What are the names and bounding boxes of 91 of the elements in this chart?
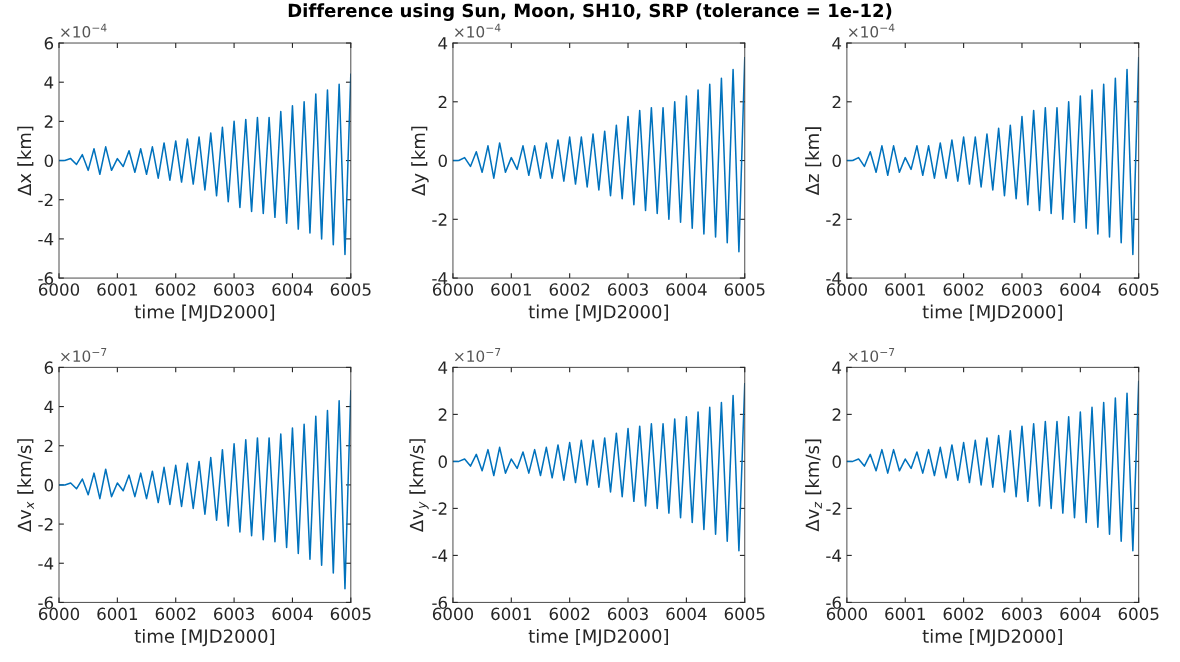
- x-axis-title: time [MJD2000]: [922, 304, 1062, 322]
- y-tick-label: -4: [432, 549, 448, 562]
- y-tick-label: -2: [38, 193, 53, 207]
- y-tick-label: -2: [432, 213, 447, 226]
- x-tick-label: 6005: [724, 283, 765, 296]
- x-tick-label: 6001: [491, 283, 531, 296]
- x-tick-label: 6002: [155, 283, 196, 296]
- y-tick-label: 2: [44, 439, 53, 453]
- x-tick-label: 6002: [549, 607, 590, 621]
- y-tick-label: -2: [432, 502, 447, 515]
- y-tick-label: 2: [832, 408, 841, 421]
- x-tick-label: 6000: [38, 607, 80, 621]
- x-tick-label: 6003: [607, 283, 648, 296]
- x-tick-label: 6001: [97, 283, 138, 296]
- x-axis-title: time [MJD2000]: [528, 304, 668, 322]
- y-axis-title: Δv$_{y}$ [km/s]: [409, 439, 429, 533]
- text: ×10$^{−4}$: [455, 23, 501, 38]
- y-tick-label: 0: [832, 154, 841, 168]
- x-tick-label: 6001: [885, 607, 925, 621]
- x-tick-label: 6002: [943, 283, 984, 296]
- x-tick-label: 6003: [214, 283, 254, 296]
- y-tick-label: 2: [438, 408, 447, 421]
- y-tick-label: 4: [832, 37, 842, 50]
- y-tick-label: 2: [438, 95, 447, 109]
- text: ×10$^{−4}$: [61, 23, 107, 38]
- x-tick-label: 6002: [549, 283, 590, 296]
- y-tick-label: -2: [826, 213, 841, 226]
- y-axis-title: Δv$_{z}$ [km/s]: [805, 439, 822, 532]
- y-tick-label: 2: [832, 95, 841, 109]
- y-tick-label: -6: [38, 596, 54, 609]
- x-tick-label: 6002: [943, 607, 984, 621]
- y-tick-label: 2: [44, 115, 53, 128]
- x-tick-label: 6004: [666, 607, 707, 621]
- x-tick-label: 6004: [1060, 607, 1101, 621]
- x-tick-label: 6005: [330, 283, 371, 296]
- y-tick-label: -6: [826, 596, 841, 609]
- x-tick-label: 6003: [607, 607, 648, 621]
- y-tick-label: 4: [832, 361, 842, 374]
- y-tick-label: 6: [44, 361, 54, 374]
- y-tick-label: -4: [826, 272, 842, 285]
- text: Difference using Sun, Moon, SH10, SRP (tolerance = 1e-12): [288, 3, 892, 21]
- x-tick-label: 6000: [826, 607, 867, 621]
- y-tick-label: 4: [438, 37, 448, 50]
- x-tick-label: 6000: [38, 283, 80, 296]
- x-axis-title: time [MJD2000]: [922, 628, 1062, 647]
- x-tick-label: 6004: [1060, 283, 1101, 296]
- x-tick-label: 6003: [1001, 607, 1042, 621]
- x-axis-title: time [MJD2000]: [528, 628, 668, 647]
- y-tick-label: -4: [38, 233, 54, 246]
- y-tick-label: 4: [44, 76, 54, 89]
- y-tick-label: 0: [44, 478, 54, 492]
- y-tick-label: -4: [826, 549, 842, 562]
- x-tick-label: 6005: [1118, 283, 1159, 296]
- x-tick-label: 6004: [272, 283, 313, 296]
- y-tick-label: 4: [44, 400, 54, 413]
- y-tick-label: -4: [432, 272, 448, 285]
- y-axis-title: Δz [km]: [805, 127, 822, 196]
- y-tick-label: 4: [438, 361, 448, 374]
- y-tick-label: -6: [432, 596, 448, 609]
- x-tick-label: 6005: [330, 607, 371, 621]
- y-axis-title: Δx [km]: [17, 126, 34, 196]
- text: ×10$^{−7}$: [61, 348, 107, 362]
- y-tick-label: -4: [38, 557, 54, 570]
- y-tick-label: 0: [44, 154, 54, 168]
- x-tick-label: 6005: [1118, 607, 1159, 621]
- y-tick-label: 0: [438, 154, 447, 168]
- x-axis-title: time [MJD2000]: [134, 628, 275, 647]
- y-tick-label: -2: [826, 502, 841, 515]
- y-axis-title: Δv$_{x}$ [km/s]: [17, 439, 34, 533]
- x-tick-label: 6002: [155, 607, 196, 621]
- x-tick-label: 6001: [885, 283, 925, 296]
- x-tick-label: 6000: [432, 607, 474, 621]
- y-tick-label: 0: [438, 455, 447, 468]
- x-tick-label: 6005: [724, 607, 765, 621]
- x-tick-label: 6003: [214, 607, 254, 621]
- x-axis-title: time [MJD2000]: [134, 304, 275, 322]
- text: ×10$^{−7}$: [848, 348, 895, 362]
- text: ×10$^{−7}$: [455, 348, 501, 362]
- x-tick-label: 6004: [666, 283, 707, 296]
- y-tick-label: -6: [38, 272, 54, 285]
- x-tick-label: 6000: [432, 283, 474, 296]
- x-tick-label: 6001: [97, 607, 138, 621]
- x-tick-label: 6003: [1001, 283, 1042, 296]
- x-tick-label: 6001: [491, 607, 531, 621]
- y-tick-label: 6: [44, 36, 54, 50]
- text: ×10$^{−4}$: [848, 23, 895, 38]
- y-axis-title: Δy [km]: [411, 126, 429, 196]
- y-tick-label: 0: [832, 455, 841, 468]
- y-tick-label: -2: [38, 518, 53, 531]
- x-tick-label: 6000: [826, 283, 867, 296]
- x-tick-label: 6004: [272, 607, 313, 621]
